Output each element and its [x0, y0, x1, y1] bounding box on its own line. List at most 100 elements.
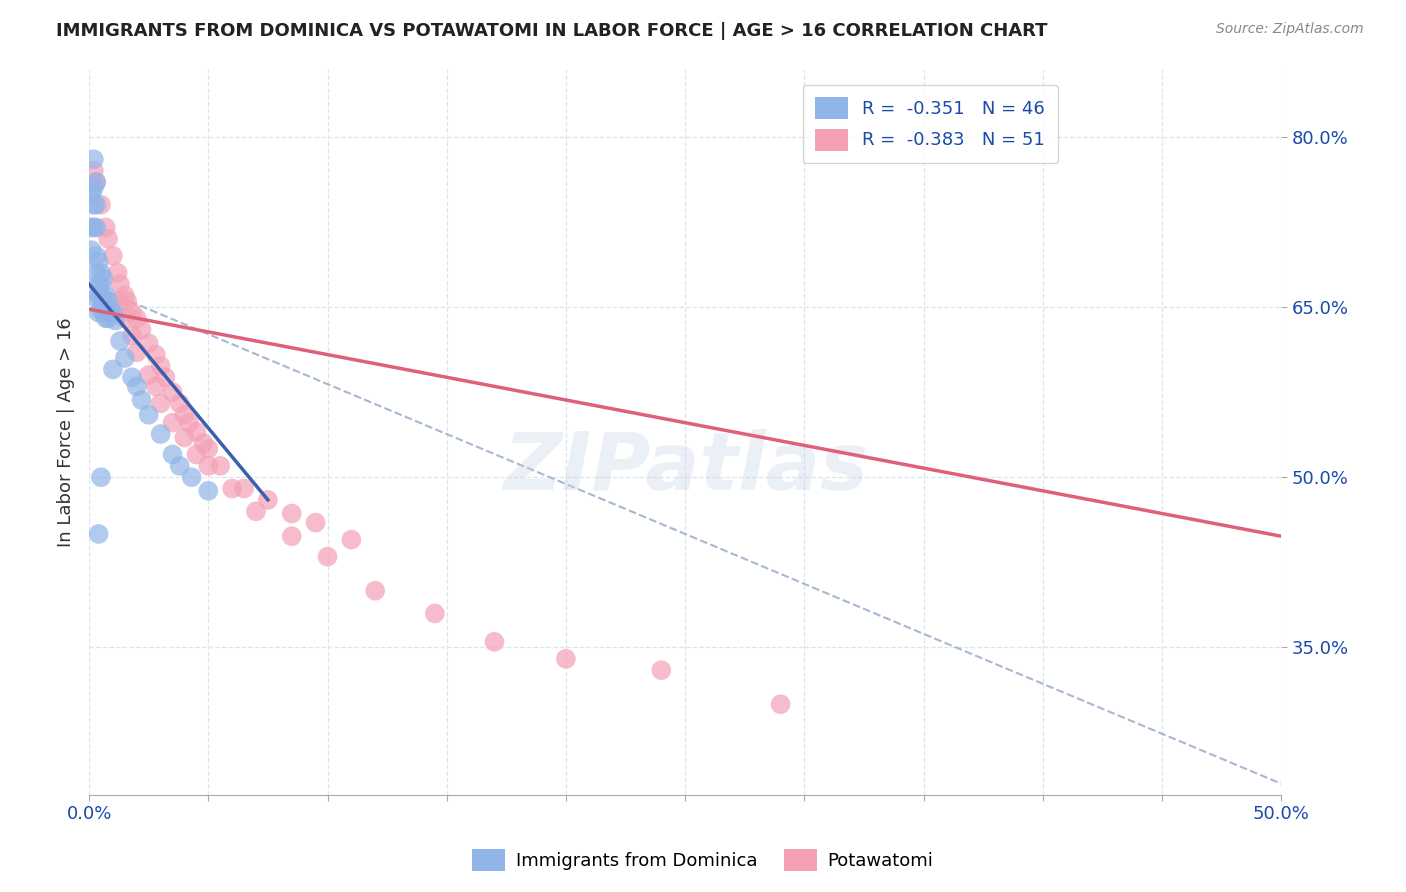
Point	[84, 175, 107, 189]
Point	[316, 549, 339, 564]
Point	[304, 516, 326, 530]
Point	[555, 652, 578, 666]
Point	[101, 362, 124, 376]
Point	[84, 291, 107, 305]
Point	[83, 180, 105, 194]
Point	[84, 220, 107, 235]
Point	[87, 254, 110, 268]
Point	[115, 294, 138, 309]
Point	[121, 328, 143, 343]
Point	[125, 379, 148, 393]
Point	[108, 277, 131, 292]
Point	[155, 370, 177, 384]
Point	[145, 379, 167, 393]
Point	[107, 266, 129, 280]
Point	[131, 392, 153, 407]
Point	[180, 470, 202, 484]
Point	[138, 368, 160, 382]
Point	[197, 458, 219, 473]
Point	[257, 492, 280, 507]
Point	[84, 249, 107, 263]
Point	[197, 483, 219, 498]
Point	[169, 396, 191, 410]
Point	[94, 305, 117, 319]
Point	[80, 243, 103, 257]
Point	[90, 277, 112, 292]
Point	[87, 527, 110, 541]
Point	[108, 294, 131, 309]
Y-axis label: In Labor Force | Age > 16: In Labor Force | Age > 16	[58, 317, 75, 547]
Point	[131, 323, 153, 337]
Point	[138, 408, 160, 422]
Point	[162, 385, 184, 400]
Point	[83, 153, 105, 167]
Point	[87, 305, 110, 319]
Point	[97, 294, 120, 309]
Text: ZIPatlas: ZIPatlas	[503, 429, 868, 508]
Point	[90, 302, 112, 317]
Point	[104, 313, 127, 327]
Point	[83, 198, 105, 212]
Point	[93, 305, 115, 319]
Point	[197, 442, 219, 456]
Text: Source: ZipAtlas.com: Source: ZipAtlas.com	[1216, 22, 1364, 37]
Point	[94, 220, 117, 235]
Text: IMMIGRANTS FROM DOMINICA VS POTAWATOMI IN LABOR FORCE | AGE > 16 CORRELATION CHA: IMMIGRANTS FROM DOMINICA VS POTAWATOMI I…	[56, 22, 1047, 40]
Point	[94, 311, 117, 326]
Point	[169, 458, 191, 473]
Point	[209, 458, 232, 473]
Point	[100, 302, 122, 317]
Point	[233, 482, 256, 496]
Point	[145, 348, 167, 362]
Point	[90, 198, 112, 212]
Point	[83, 220, 105, 235]
Point	[125, 311, 148, 326]
Point	[138, 336, 160, 351]
Point	[280, 507, 302, 521]
Point	[80, 220, 103, 235]
Point	[221, 482, 243, 496]
Point	[162, 448, 184, 462]
Point	[90, 266, 112, 280]
Point	[93, 291, 115, 305]
Point	[84, 175, 107, 189]
Point	[186, 448, 208, 462]
Point	[87, 277, 110, 292]
Point	[101, 305, 124, 319]
Point	[84, 266, 107, 280]
Point	[179, 416, 201, 430]
Point	[149, 427, 172, 442]
Point	[769, 698, 792, 712]
Point	[173, 408, 195, 422]
Point	[162, 416, 184, 430]
Point	[97, 311, 120, 326]
Point	[93, 271, 115, 285]
Point	[94, 288, 117, 302]
Point	[87, 288, 110, 302]
Point	[125, 345, 148, 359]
Point	[108, 334, 131, 348]
Point	[186, 425, 208, 439]
Legend: Immigrants from Dominica, Potawatomi: Immigrants from Dominica, Potawatomi	[465, 842, 941, 879]
Point	[80, 186, 103, 201]
Point	[84, 198, 107, 212]
Point	[121, 305, 143, 319]
Point	[114, 288, 136, 302]
Point	[364, 583, 387, 598]
Point	[193, 436, 215, 450]
Point	[149, 359, 172, 373]
Point	[650, 663, 672, 677]
Point	[245, 504, 267, 518]
Point	[423, 607, 446, 621]
Point	[484, 635, 506, 649]
Point	[149, 396, 172, 410]
Point	[114, 311, 136, 326]
Point	[340, 533, 363, 547]
Point	[280, 529, 302, 543]
Legend: R =  -0.351   N = 46, R =  -0.383   N = 51: R = -0.351 N = 46, R = -0.383 N = 51	[803, 85, 1057, 163]
Point	[121, 370, 143, 384]
Point	[90, 288, 112, 302]
Point	[173, 430, 195, 444]
Point	[90, 470, 112, 484]
Point	[114, 351, 136, 365]
